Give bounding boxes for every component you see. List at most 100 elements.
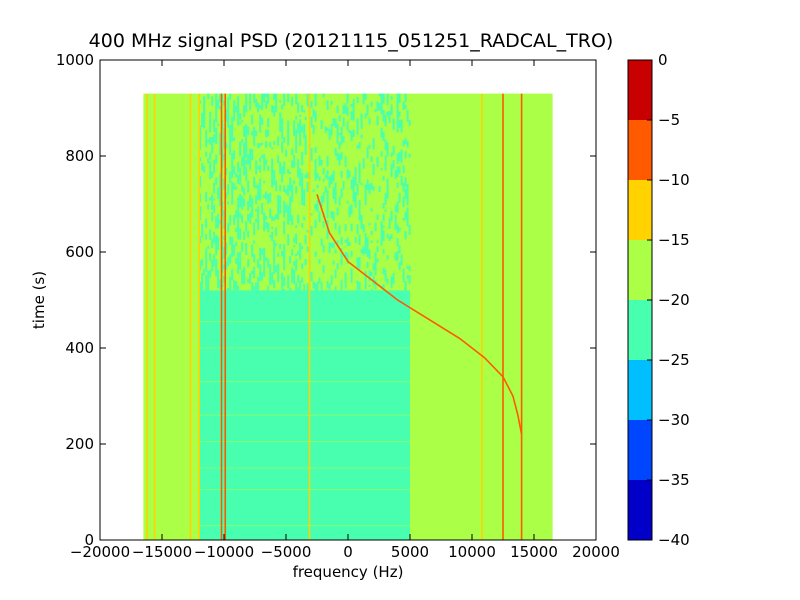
heatmap-speckle [370, 101, 373, 107]
heatmap-speckle [289, 177, 292, 183]
heatmap-speckle [314, 283, 317, 291]
heatmap-speckle [336, 152, 339, 161]
heatmap-speckle [267, 259, 270, 268]
heatmap-speckle [233, 280, 236, 290]
heatmap-speckle [344, 252, 347, 258]
heatmap-speckle [356, 184, 359, 193]
heatmap-speckle [360, 125, 363, 129]
heatmap-speckle [293, 120, 296, 132]
heatmap-speckle [382, 214, 385, 222]
heatmap-speckle [275, 214, 278, 220]
heatmap-speckle [279, 203, 282, 211]
heatmap-speckle [358, 239, 361, 246]
heatmap-speckle [249, 212, 252, 224]
heatmap-speckle [394, 252, 397, 261]
heatmap-speckle [267, 193, 270, 205]
heatmap-speckle [406, 200, 409, 206]
heatmap-speckle [201, 162, 204, 171]
heatmap-speckle [273, 267, 276, 272]
heatmap-speckle [316, 184, 319, 189]
heatmap-speckle [390, 96, 393, 100]
heatmap-speckle [370, 272, 373, 276]
heatmap-speckle [243, 126, 246, 137]
heatmap-speckle [235, 281, 238, 285]
heatmap-speckle [330, 210, 333, 216]
heatmap-speckle [223, 210, 226, 222]
heatmap-speckle [398, 261, 401, 270]
heatmap-speckle [281, 123, 284, 127]
heatmap-speckle [312, 125, 315, 135]
heatmap-speckle [225, 193, 228, 199]
heatmap-speckle [215, 235, 218, 241]
heatmap-speckle [301, 151, 304, 163]
heatmap-speckle [229, 218, 232, 226]
heatmap-speckle [402, 218, 405, 221]
heatmap-speckle [205, 191, 208, 203]
heatmap-speckle [201, 262, 204, 266]
heatmap-speckle [281, 272, 284, 284]
colorbar-segment [628, 60, 652, 120]
heatmap-speckle [233, 106, 236, 118]
heatmap-speckle [356, 288, 359, 291]
heatmap-speckle [304, 116, 307, 121]
heatmap-speckle [408, 153, 411, 158]
heatmap-speckle [297, 274, 300, 283]
heatmap-speckle [217, 123, 220, 127]
heatmap-speckle [303, 123, 306, 130]
heatmap-speckle [259, 198, 262, 201]
heatmap-speckle [330, 174, 333, 185]
heatmap-speckle [211, 204, 214, 211]
heatmap-speckle [310, 147, 313, 156]
heatmap-speckle [402, 268, 405, 272]
heatmap-speckle [291, 188, 294, 199]
heatmap-speckle [259, 264, 262, 272]
heatmap-speckle [336, 105, 339, 114]
heatmap-speckle [279, 162, 282, 174]
heatmap-speckle [346, 121, 349, 131]
heatmap-speckle [358, 199, 361, 203]
heatmap-speckle [277, 194, 280, 203]
heatmap-speckle [360, 214, 363, 222]
heatmap-speckle [279, 100, 282, 103]
heatmap-speckle [219, 199, 222, 206]
heatmap-speckle [301, 277, 304, 283]
heatmap-speckle [287, 169, 290, 174]
heatmap-speckle [219, 219, 222, 224]
heatmap-speckle [223, 235, 226, 240]
heatmap-speckle [310, 226, 313, 234]
heatmap-speckle [231, 123, 234, 135]
heatmap-speckle [344, 284, 347, 289]
heatmap-speckle [249, 148, 252, 157]
heatmap-speckle [253, 93, 256, 101]
heatmap-speckle [207, 270, 210, 278]
heatmap-speckle [342, 117, 345, 127]
heatmap-speckle [275, 265, 278, 273]
heatmap-speckle [378, 186, 381, 192]
heatmap-speckle [239, 179, 242, 186]
heatmap-speckle [328, 242, 331, 254]
heatmap-speckle [199, 260, 202, 264]
heatmap-speckle [344, 272, 347, 285]
heatmap-speckle [350, 179, 353, 190]
heatmap-speckle [253, 266, 256, 271]
heatmap-speckle [289, 287, 292, 291]
heatmap-speckle [237, 252, 240, 262]
heatmap-speckle [289, 256, 292, 264]
heatmap-speckle [344, 239, 347, 243]
heatmap-speckle [301, 184, 304, 194]
heatmap-speckle [215, 93, 218, 98]
heatmap-speckle [396, 97, 399, 100]
heatmap-speckle [265, 100, 268, 110]
heatmap-speckle [205, 221, 208, 229]
heatmap-speckle [207, 139, 210, 143]
heatmap-speckle [408, 224, 411, 235]
heatmap-speckle [291, 267, 294, 279]
heatmap-speckle [334, 187, 337, 197]
heatmap-speckle [251, 148, 254, 161]
heatmap-speckle [400, 260, 403, 266]
heatmap-speckle [251, 131, 254, 136]
heatmap-speckle [404, 154, 407, 159]
heatmap-speckle [287, 141, 290, 146]
heatmap-speckle [342, 105, 345, 115]
x-tick-label: 0 [343, 543, 353, 561]
